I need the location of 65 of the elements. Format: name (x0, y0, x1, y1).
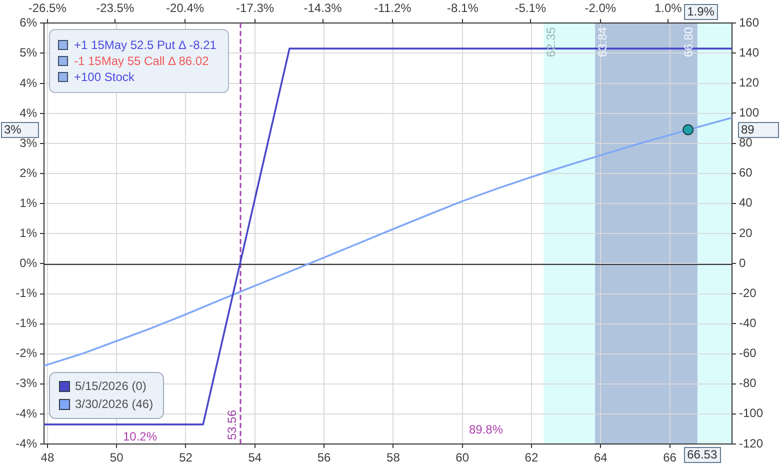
y2-tick-label: 160 (739, 15, 760, 30)
y2-tick-label: 40 (739, 196, 753, 210)
y-tick-label: 6% (20, 15, 38, 30)
y-tick-label: -1% (16, 316, 38, 330)
y2-tick-label: 80 (739, 136, 753, 150)
annotation: 10.2% (122, 429, 158, 444)
annotation: +100 Stock (74, 70, 134, 84)
y-tick-label: 4% (20, 76, 38, 90)
x2-tick-label: -14.3% (304, 1, 342, 16)
x-tick-label: 58 (386, 450, 400, 465)
x-tick-label: 62 (524, 450, 538, 465)
y2-tick-label: 100 (739, 106, 760, 120)
x2-tick-label: -2.0% (584, 1, 616, 16)
x-tick-label: 52 (179, 450, 193, 465)
x2-tick-label: -11.2% (374, 1, 412, 16)
y-tick-label: -1% (16, 286, 38, 300)
annotation: 63.84 (595, 26, 610, 58)
y2-tick-label: 140 (739, 45, 760, 60)
annotation: 66.80 (682, 26, 696, 58)
annotation: 89 (741, 122, 755, 137)
y-tick-label: -4% (16, 406, 38, 420)
y-tick-label: -3% (16, 376, 38, 390)
annotation: 1.9% (687, 4, 715, 18)
y2-tick-label: -20 (739, 286, 757, 300)
y-tick-label: 3% (20, 136, 38, 150)
y2-tick-label: -80 (739, 376, 757, 390)
y-tick-label: -4% (16, 436, 38, 450)
y2-tick-label: 120 (739, 75, 760, 90)
x2-tick-label: -20.4% (166, 1, 204, 16)
legend-label: 3/30/2026 (46) (75, 396, 154, 411)
y-tick-label: 0% (20, 256, 38, 270)
legend-label: 5/15/2026 (0) (75, 378, 146, 393)
y2-tick-label: -40 (739, 316, 757, 330)
y-tick-label: 2% (20, 166, 38, 180)
x-tick-label: 48 (40, 450, 54, 465)
x2-tick-label: -23.5% (96, 1, 134, 16)
x-tick-label: 60 (456, 450, 470, 465)
annotation: +1 15May 52.5 Put Δ -8.21 (74, 38, 216, 52)
x-tick-label: 64 (594, 450, 608, 465)
x-tick-label: 66 (663, 450, 677, 465)
x2-tick-label: 1.0% (654, 1, 682, 16)
annotation: 66.53 (687, 447, 718, 462)
ref-line-label: 53.56 (224, 410, 239, 440)
x-tick-label: 54 (248, 450, 262, 465)
annotation: 89.8% (468, 422, 504, 436)
x2-tick-label: -26.5% (28, 1, 67, 16)
y-tick-label: 1% (20, 196, 38, 210)
y2-tick-label: -60 (739, 346, 757, 360)
x2-tick-label: -5.1% (514, 1, 546, 16)
x2-tick-label: -8.1% (447, 1, 479, 16)
y-tick-label: 4% (20, 106, 38, 120)
x-tick-label: 50 (110, 450, 124, 465)
y2-tick-label: 60 (739, 166, 753, 180)
y-tick-label: -2% (16, 346, 38, 360)
x2-tick-label: -17.3% (236, 1, 274, 16)
text: 3% (4, 122, 22, 137)
y2-tick-label: -120 (739, 436, 764, 450)
annotation: 62.35 (544, 26, 558, 58)
y2-tick-label: 0 (739, 256, 746, 270)
y2-tick-label: 20 (739, 226, 753, 240)
y2-tick-label: -100 (739, 406, 764, 420)
y-tick-label: 5% (20, 45, 38, 60)
x-tick-label: 56 (317, 450, 332, 465)
y-tick-label: 1% (20, 226, 38, 240)
annotation: -1 15May 55 Call Δ 86.02 (74, 54, 209, 68)
